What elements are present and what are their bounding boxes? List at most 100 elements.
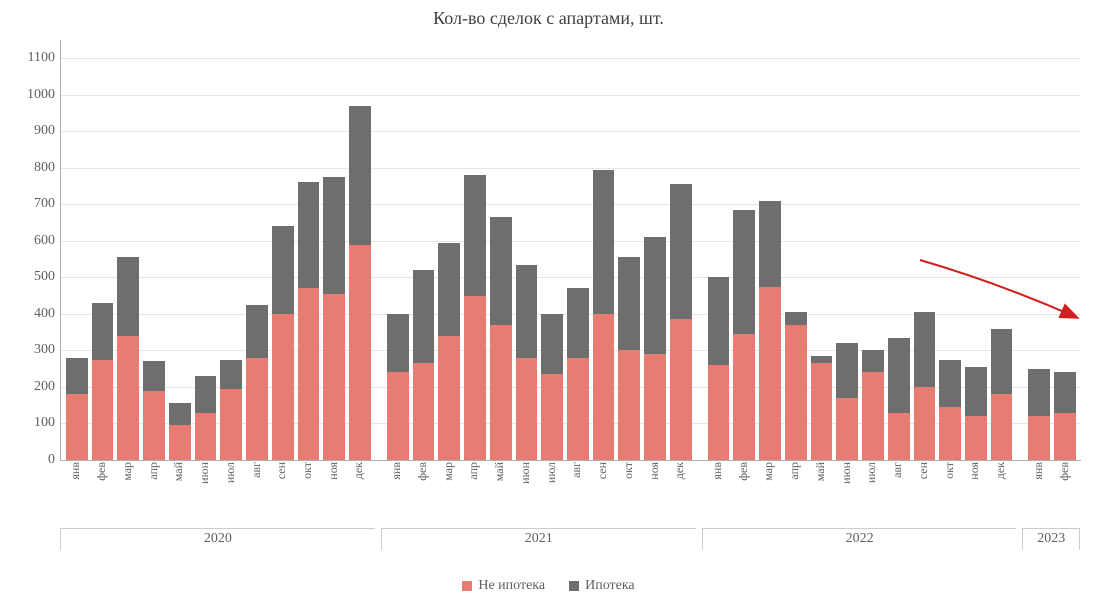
bar-segment-not-mortgage: [169, 425, 191, 460]
bar-segment-mortgage: [413, 270, 435, 363]
bar-segment-not-mortgage: [387, 372, 409, 460]
bar-segment-not-mortgage: [785, 325, 807, 460]
year-label-2020: 2020: [60, 528, 375, 550]
month-label: ноя: [647, 462, 662, 480]
month-label: июл: [544, 462, 559, 483]
bar-segment-not-mortgage: [567, 358, 589, 460]
bar-slot: [886, 40, 912, 460]
bar-segment-mortgage: [220, 360, 242, 389]
bar-slot: [809, 40, 835, 460]
bar: [413, 270, 435, 460]
bar: [220, 360, 242, 460]
bar: [965, 367, 987, 460]
month-label: дек: [351, 462, 366, 479]
bar-slot: [514, 40, 540, 460]
bar-segment-not-mortgage: [92, 360, 114, 460]
bar-segment-mortgage: [169, 403, 191, 425]
bar-segment-not-mortgage: [66, 394, 88, 460]
bar-segment-not-mortgage: [516, 358, 538, 460]
month-label: июл: [864, 462, 879, 483]
bar: [1054, 372, 1076, 460]
y-tick-label: 700: [5, 196, 55, 212]
bar-segment-not-mortgage: [965, 416, 987, 460]
bar-slot: [616, 40, 642, 460]
month-label: апр: [466, 462, 481, 480]
bar-slot: [1026, 40, 1052, 460]
month-label: янв: [68, 462, 83, 480]
bar-segment-not-mortgage: [733, 334, 755, 460]
year-group-2023: [1023, 40, 1080, 460]
bar-segment-not-mortgage: [836, 398, 858, 460]
y-tick-label: 200: [5, 379, 55, 395]
bar-segment-mortgage: [811, 356, 833, 363]
bar-segment-not-mortgage: [272, 314, 294, 460]
bar-slot: [963, 40, 989, 460]
month-label-group-2022: янвфевмарапрмайиюниюлавгсеноктноядек: [702, 462, 1017, 522]
month-label: фев: [1057, 462, 1072, 481]
bar-segment-mortgage: [914, 312, 936, 387]
month-label: апр: [787, 462, 802, 480]
bar: [66, 358, 88, 460]
bar-segment-mortgage: [836, 343, 858, 398]
bar-segment-not-mortgage: [349, 245, 371, 460]
bar-segment-mortgage: [387, 314, 409, 372]
bar-slot: [244, 40, 270, 460]
month-label: авг: [569, 462, 584, 478]
bar-segment-mortgage: [785, 312, 807, 325]
bar-slot: [141, 40, 167, 460]
bar-segment-not-mortgage: [298, 288, 320, 460]
month-label: июн: [518, 462, 533, 484]
bar: [246, 305, 268, 460]
bar: [195, 376, 217, 460]
month-label: ноя: [326, 462, 341, 480]
month-label: сен: [595, 462, 610, 479]
bar-segment-not-mortgage: [220, 389, 242, 460]
month-label: май: [171, 462, 186, 481]
month-label: фев: [736, 462, 751, 481]
bar-segment-not-mortgage: [464, 296, 486, 460]
bar: [991, 329, 1013, 460]
bar-segment-mortgage: [1054, 372, 1076, 412]
bar-segment-mortgage: [991, 329, 1013, 395]
legend-label-mortgage: Ипотека: [585, 578, 635, 594]
bar-slot: [64, 40, 90, 460]
bar: [836, 343, 858, 460]
bar-slot: [193, 40, 219, 460]
y-tick-label: 900: [5, 123, 55, 139]
y-tick-label: 500: [5, 269, 55, 285]
month-label: июл: [223, 462, 238, 483]
bar-slot: [706, 40, 732, 460]
month-label: ноя: [967, 462, 982, 480]
bar-segment-mortgage: [939, 360, 961, 407]
bar-segment-not-mortgage: [759, 287, 781, 460]
bar-segment-mortgage: [349, 106, 371, 245]
month-label: янв: [710, 462, 725, 480]
bar-slot: [462, 40, 488, 460]
month-label: апр: [146, 462, 161, 480]
bar: [117, 257, 139, 460]
bar: [323, 177, 345, 460]
swatch-mortgage-icon: [569, 581, 579, 591]
bar-segment-mortgage: [143, 361, 165, 390]
bar-segment-mortgage: [117, 257, 139, 336]
bar-segment-mortgage: [965, 367, 987, 416]
bar-segment-not-mortgage: [246, 358, 268, 460]
legend-item-not-mortgage: Не ипотека: [462, 578, 545, 594]
bar-segment-not-mortgage: [708, 365, 730, 460]
x-axis-years: 2020202120222023: [60, 528, 1080, 550]
month-label: авг: [249, 462, 264, 478]
bar-segment-not-mortgage: [644, 354, 666, 460]
bar-slot: [1052, 40, 1078, 460]
bar-segment-mortgage: [593, 170, 615, 314]
bar-segment-mortgage: [567, 288, 589, 357]
bar-segment-mortgage: [888, 338, 910, 413]
bar-slot: [860, 40, 886, 460]
month-label-group-2023: янвфев: [1022, 462, 1079, 522]
bar: [438, 243, 460, 460]
bar-segment-not-mortgage: [117, 336, 139, 460]
chart-title: Кол-во сделок с апартами, шт.: [0, 8, 1097, 29]
bar: [914, 312, 936, 460]
bar-slot: [270, 40, 296, 460]
bar-segment-not-mortgage: [914, 387, 936, 460]
bar-segment-mortgage: [438, 243, 460, 336]
